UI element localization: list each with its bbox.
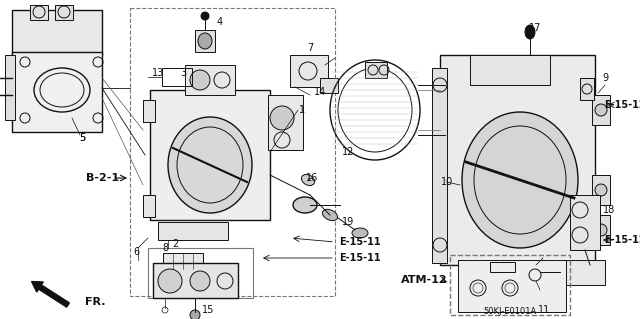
Ellipse shape (462, 112, 578, 248)
Text: 11: 11 (538, 305, 550, 315)
Bar (580, 78, 594, 100)
Bar (5, 55, 15, 120)
Text: 13: 13 (152, 68, 164, 78)
Bar (490, 262, 515, 272)
Bar (130, 8, 335, 296)
Circle shape (201, 12, 209, 20)
Bar (162, 68, 192, 86)
Bar (195, 30, 215, 52)
Bar (570, 195, 600, 250)
Bar (592, 215, 610, 245)
Bar (440, 55, 595, 265)
Text: 15: 15 (202, 305, 214, 315)
Text: 19: 19 (342, 217, 354, 227)
Text: E-15-11: E-15-11 (339, 237, 381, 247)
Bar (158, 222, 228, 240)
Bar (55, 5, 73, 20)
Bar (450, 255, 570, 315)
Ellipse shape (190, 271, 210, 291)
Bar (143, 100, 155, 122)
Bar (592, 175, 610, 205)
Text: 5: 5 (79, 133, 85, 143)
Bar (320, 78, 338, 93)
Bar (12, 52, 102, 132)
Ellipse shape (198, 33, 212, 49)
Text: E-15-11: E-15-11 (339, 253, 381, 263)
Ellipse shape (293, 197, 317, 213)
Bar (268, 95, 303, 150)
Text: 8: 8 (162, 243, 168, 253)
Bar (365, 62, 387, 78)
Text: 14: 14 (314, 87, 326, 97)
Bar (163, 253, 203, 269)
Bar (458, 260, 566, 312)
Text: 12: 12 (342, 147, 354, 157)
Ellipse shape (190, 70, 210, 90)
Bar (560, 260, 605, 285)
Ellipse shape (352, 228, 368, 238)
Ellipse shape (323, 209, 337, 221)
Text: E-15-12: E-15-12 (604, 100, 640, 110)
Bar (432, 68, 447, 263)
Text: 16: 16 (306, 173, 318, 183)
Text: 17: 17 (529, 23, 541, 33)
Bar (148, 248, 253, 298)
Text: 6: 6 (133, 247, 139, 257)
Ellipse shape (301, 174, 314, 186)
Circle shape (190, 310, 200, 319)
Bar (592, 95, 610, 125)
Bar (153, 263, 238, 298)
Text: 9: 9 (602, 73, 608, 83)
Text: ATM-12: ATM-12 (401, 275, 447, 285)
Bar (290, 55, 328, 87)
Circle shape (595, 224, 607, 236)
Ellipse shape (168, 117, 252, 213)
Bar (150, 90, 270, 220)
Text: FR.: FR. (85, 297, 106, 307)
Ellipse shape (158, 269, 182, 293)
Text: 4: 4 (217, 17, 223, 27)
Text: 1: 1 (299, 105, 305, 115)
Bar (143, 195, 155, 217)
Text: 50KJ-E0101A: 50KJ-E0101A (483, 308, 536, 316)
Text: B-2-1: B-2-1 (86, 173, 120, 183)
Bar (470, 55, 550, 85)
Text: 5: 5 (79, 133, 85, 143)
Bar (185, 65, 235, 95)
FancyArrow shape (31, 282, 69, 307)
Ellipse shape (270, 106, 294, 130)
Text: 3: 3 (180, 68, 186, 78)
Text: 10: 10 (441, 177, 453, 187)
Bar (12, 10, 102, 55)
Ellipse shape (586, 264, 598, 272)
Text: 18: 18 (603, 205, 615, 215)
Text: E-15-12: E-15-12 (604, 235, 640, 245)
Text: 2: 2 (172, 239, 178, 249)
Text: 7: 7 (307, 43, 313, 53)
Ellipse shape (525, 25, 535, 39)
Ellipse shape (527, 267, 543, 277)
Circle shape (595, 104, 607, 116)
Bar (30, 5, 48, 20)
Circle shape (595, 184, 607, 196)
